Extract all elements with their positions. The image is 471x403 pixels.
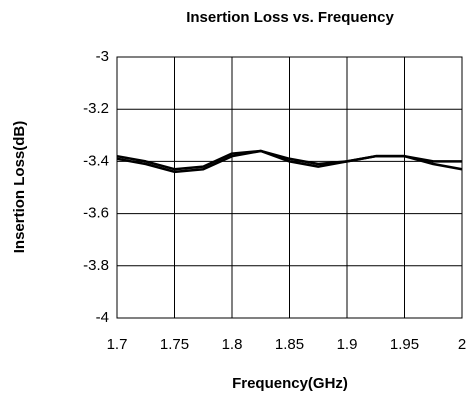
x-tick-label: 1.9 [337, 336, 358, 353]
chart-title: Insertion Loss vs. Frequency [186, 9, 394, 26]
x-tick-label: 1.95 [390, 336, 419, 353]
y-tick-label: -3.2 [83, 100, 109, 117]
y-tick-label: -3 [96, 48, 109, 65]
x-tick-label: 1.8 [222, 336, 243, 353]
series-line [116, 149, 463, 174]
y-tick-label: -3.8 [83, 257, 109, 274]
y-axis-title: Insertion Loss(dB) [11, 121, 28, 254]
x-tick-label: 1.7 [107, 336, 128, 353]
x-axis-title: Frequency(GHz) [232, 375, 348, 392]
y-tick-label: -3.4 [83, 152, 109, 169]
y-tick-label: -3.6 [83, 205, 109, 222]
x-tick-label: 1.85 [275, 336, 304, 353]
y-tick-label: -4 [96, 309, 109, 326]
x-tick-label: 2 [458, 336, 466, 353]
x-tick-label: 1.75 [160, 336, 189, 353]
